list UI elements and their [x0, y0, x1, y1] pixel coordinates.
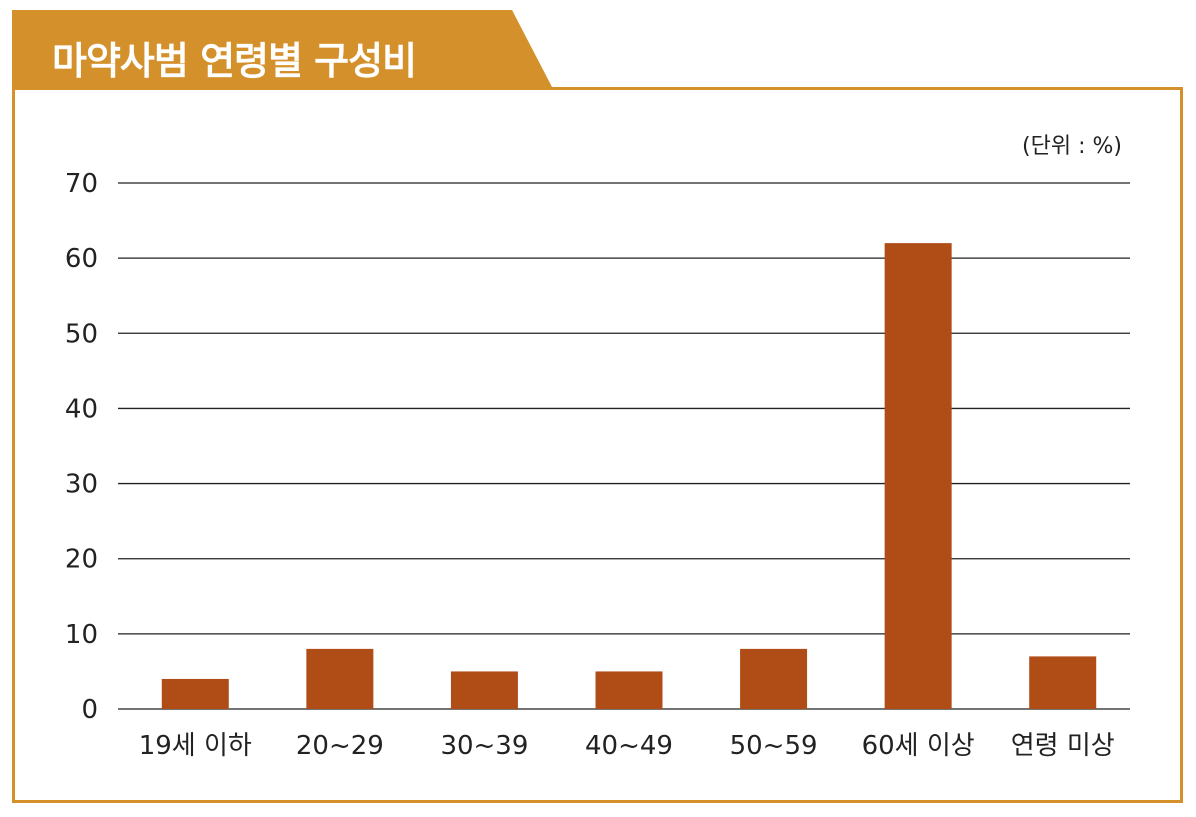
bar: [884, 243, 952, 709]
x-tick-label: 연령 미상: [1011, 731, 1115, 761]
x-tick-label: 19세 이하: [139, 731, 252, 761]
bar: [306, 648, 374, 709]
y-tick-label: 70: [65, 169, 98, 199]
y-tick-label: 0: [81, 695, 98, 725]
y-tick-label: 40: [65, 394, 98, 424]
chart-title: 마약사범 연령별 구성비: [52, 39, 417, 83]
bar: [161, 678, 229, 709]
y-tick-label: 10: [65, 620, 98, 650]
bar: [740, 648, 808, 709]
bar: [450, 671, 518, 709]
x-tick-label: 40~49: [585, 731, 673, 761]
bar: [595, 671, 663, 709]
bar: [1029, 656, 1097, 709]
x-tick-label: 60세 이상: [862, 731, 975, 761]
y-tick-label: 60: [65, 244, 98, 274]
x-tick-label: 20~29: [296, 731, 384, 761]
x-tick-label: 30~39: [440, 731, 528, 761]
x-tick-label: 50~59: [730, 731, 818, 761]
y-tick-label: 20: [65, 545, 98, 575]
title-tab-shape: [12, 10, 552, 87]
y-tick-label: 50: [65, 319, 98, 349]
unit-label: (단위 : %): [1022, 134, 1122, 159]
title-tab: 마약사범 연령별 구성비: [12, 10, 552, 87]
y-tick-label: 30: [65, 470, 98, 500]
